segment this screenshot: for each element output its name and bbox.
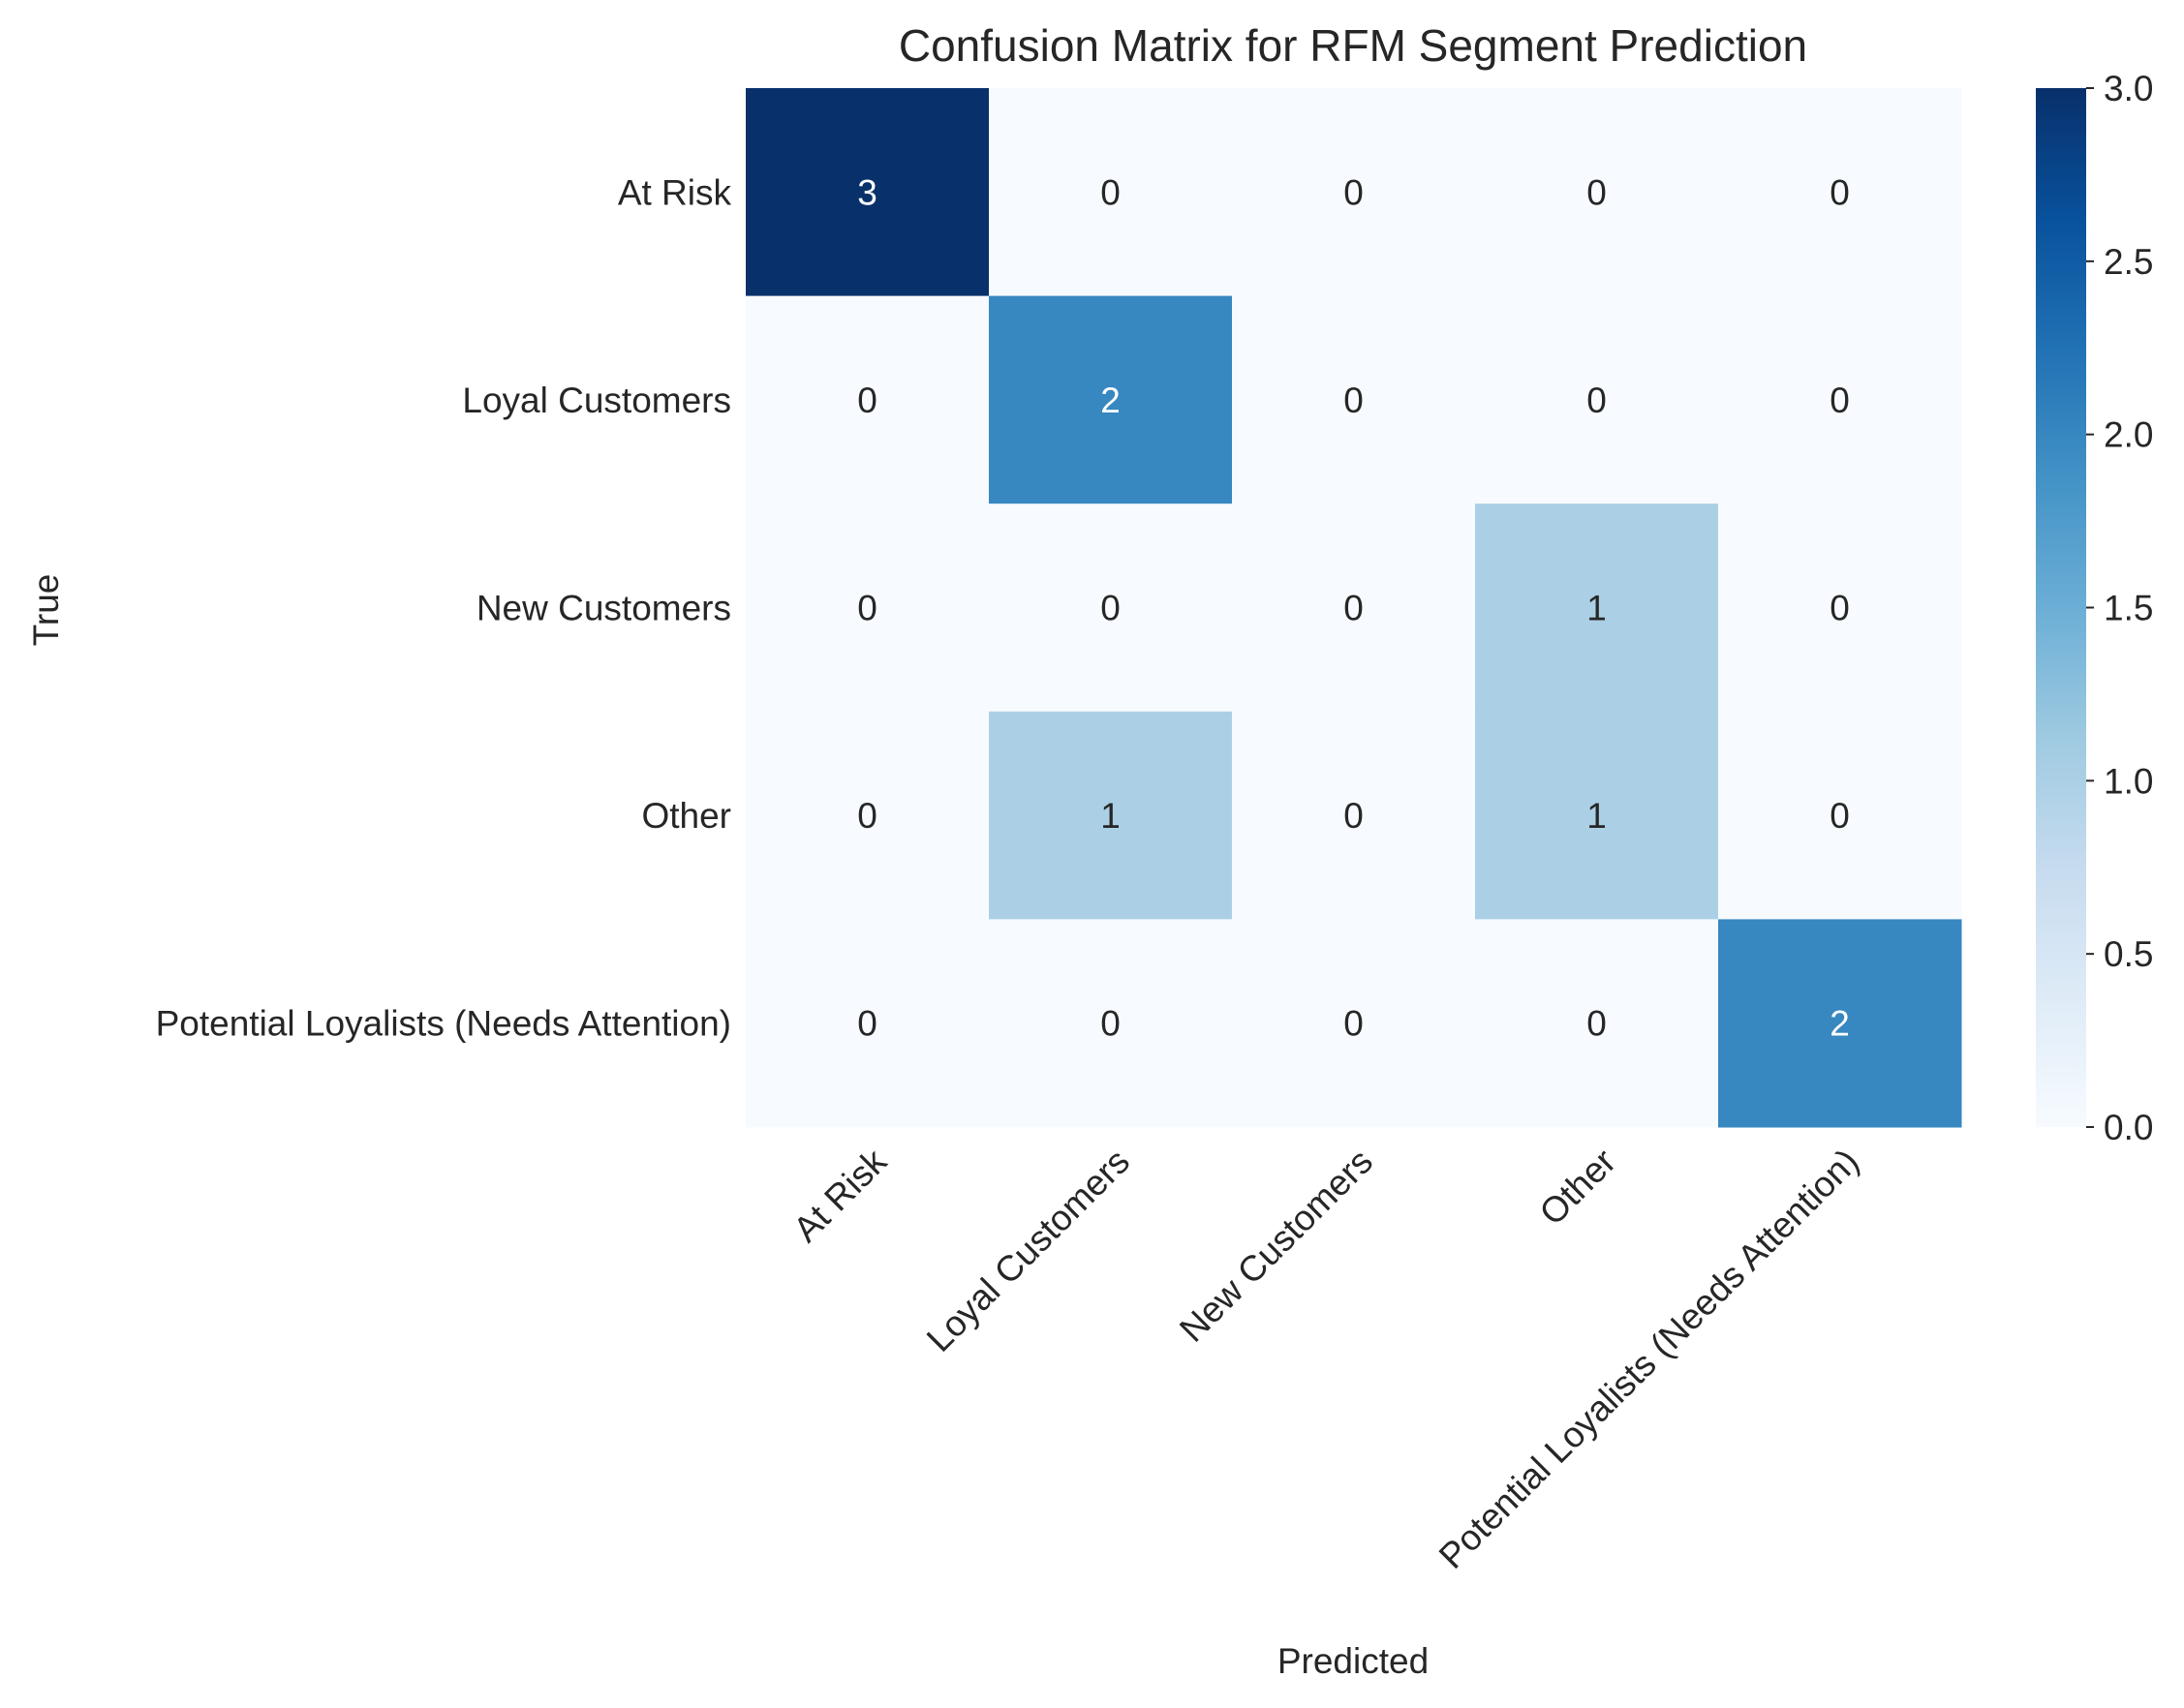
heatmap-cells [746,88,1962,1128]
colorbar-tick-label: 0.5 [2104,934,2153,974]
heatmap-cell-value: 2 [1830,1004,1850,1044]
colorbar-tick-label: 2.5 [2104,242,2153,282]
heatmap-cell-value: 0 [857,589,877,628]
y-tick-label: Potential Loyalists (Needs Attention) [156,1004,731,1044]
heatmap-cell-value: 0 [1830,796,1850,836]
heatmap-cell-value: 2 [1100,381,1121,420]
heatmap-cell [1475,711,1719,920]
heatmap-cell-value: 0 [1100,589,1121,628]
y-axis-tick-labels: At Risk Loyal Customers New Customers Other… [156,172,732,1043]
heatmap-cell-value: 0 [857,381,877,420]
heatmap-cell-value: 0 [1586,172,1607,212]
heatmap-cell [1232,295,1476,504]
colorbar-tick-label: 2.0 [2104,415,2153,455]
heatmap-cell-value: 0 [1100,172,1121,212]
heatmap-cell [746,711,990,920]
x-tick-label: Loyal Customers [919,1142,1137,1359]
heatmap-cell [1232,88,1476,297]
heatmap-cell [1718,919,1962,1128]
colorbar-tick-label: 0.0 [2104,1108,2153,1147]
heatmap-cell-value: 0 [1100,1004,1121,1044]
x-tick-label: Potential Loyalists (Needs Attention) [1431,1142,1866,1576]
heatmap-cell [989,919,1233,1128]
x-tick-label: Other [1532,1142,1623,1233]
x-tick-label: At Risk [785,1141,894,1249]
heatmap-cell [1232,711,1476,920]
y-tick-label: Loyal Customers [462,381,731,420]
colorbar-tick-label: 1.5 [2104,589,2153,628]
heatmap-cell-value: 1 [1586,796,1607,836]
heatmap-cell-value: 0 [1586,1004,1607,1044]
heatmap-cell [746,88,990,297]
heatmap-cell-value: 0 [1830,589,1850,628]
y-tick-label: At Risk [618,172,732,212]
heatmap-cell [746,295,990,504]
heatmap-cell [1475,919,1719,1128]
heatmap-cell-value: 1 [1586,589,1607,628]
heatmap-cell-value: 0 [857,796,877,836]
x-axis-label: Predicted [1277,1641,1429,1681]
heatmap-cell [746,503,990,713]
heatmap-cell [746,919,990,1128]
heatmap-cell [989,295,1233,504]
heatmap-cell [989,88,1233,297]
heatmap-cell [1475,503,1719,713]
colorbar [2036,88,2086,1127]
colorbar-tick-label: 1.0 [2104,761,2153,801]
colorbar-tick-label: 3.0 [2104,69,2153,108]
heatmap-cell [1718,711,1962,920]
y-tick-label: Other [641,796,731,836]
heatmap-cell-value: 0 [1343,1004,1364,1044]
heatmap-cell-value: 0 [1343,381,1364,420]
heatmap-cell-value: 0 [1586,381,1607,420]
heatmap-cell [989,503,1233,713]
heatmap-cell-value: 0 [1830,381,1850,420]
heatmap-cell [1232,503,1476,713]
x-axis-tick-labels: At Risk Loyal Customers New Customers Other… [785,1141,1866,1576]
colorbar-tick-labels: 0.0 0.5 1.0 1.5 2.0 2.5 3.0 [2086,69,2153,1147]
y-axis-label: True [26,574,66,647]
x-tick-label: New Customers [1172,1142,1380,1350]
heatmap-cell [1475,295,1719,504]
heatmap-cell [1718,295,1962,504]
heatmap-cell [1475,88,1719,297]
heatmap-cell-value: 0 [1343,172,1364,212]
heatmap-cell-value: 0 [1830,172,1850,212]
heatmap-cell [1718,88,1962,297]
heatmap-cell [1718,503,1962,713]
heatmap-cell-value: 0 [857,1004,877,1044]
heatmap-cell [1232,919,1476,1128]
y-tick-label: New Customers [477,589,731,628]
chart-title: Confusion Matrix for RFM Segment Predict… [899,20,1807,71]
heatmap-cell-value: 0 [1343,796,1364,836]
heatmap-cell-value: 0 [1343,589,1364,628]
heatmap-cell-value: 1 [1100,796,1121,836]
heatmap-cell-labels: 3 0 0 0 0 0 2 0 0 0 0 0 0 1 0 0 1 0 1 0 0 0 0 0 2 [857,172,1850,1043]
heatmap-cell [989,711,1233,920]
heatmap-cell-value: 3 [857,172,877,212]
